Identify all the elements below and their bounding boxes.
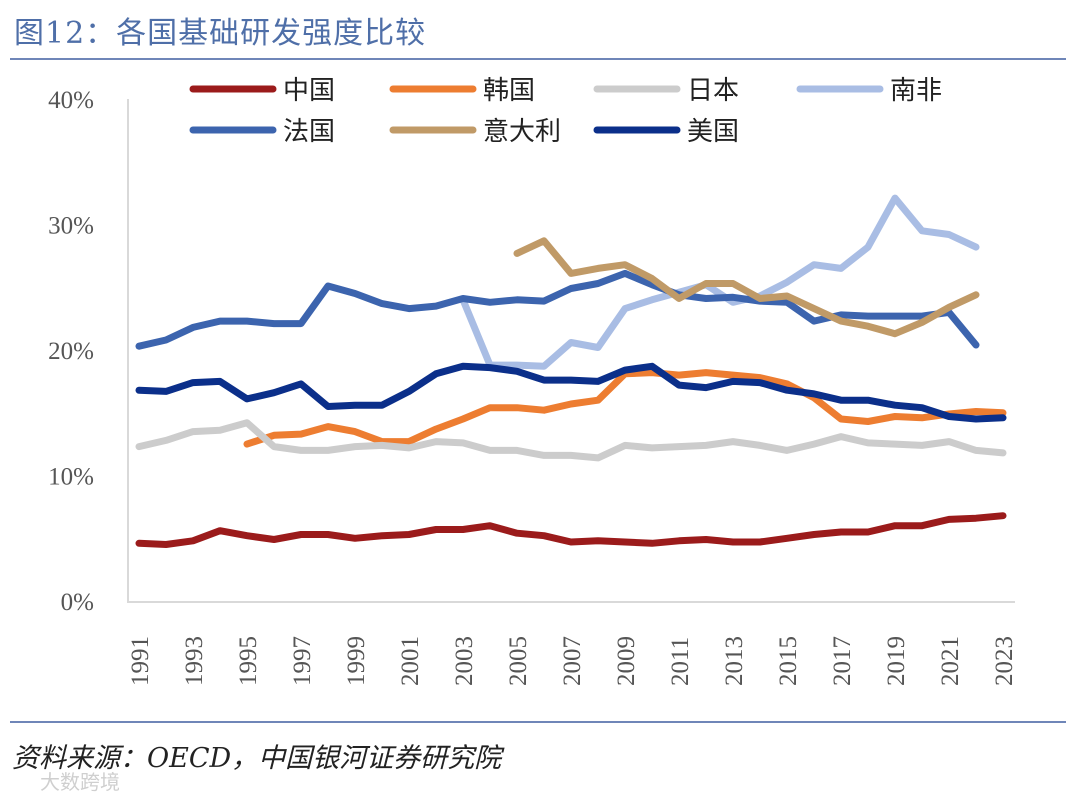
x-tick-label: 2021 [937,636,964,686]
footer-divider [10,721,1066,723]
x-tick-label: 2009 [613,636,640,686]
series-line-6 [135,362,1007,423]
series-line-4 [135,269,980,350]
line-chart: 0% 10% 20% 30% 40% 1991 1993 1995 1997 1999 2001 20… [48,76,1018,686]
legend-label: 南非 [890,76,942,106]
x-tick-label: 1995 [235,636,262,686]
x-tick-label: 2007 [559,636,586,686]
x-tick-label: 2011 [667,637,694,686]
legend-label: 美国 [687,117,739,147]
x-tick-label: 1999 [343,636,370,686]
x-tick-label: 2023 [991,636,1018,686]
x-tick-label: 2015 [775,636,802,686]
axes: 0% 10% 20% 30% 40% 1991 1993 1995 1997 1999 2001 20… [48,87,1018,686]
legend-label: 意大利 [483,117,561,147]
legend-label: 中国 [283,76,335,106]
title-divider [10,58,1066,60]
legend-label: 日本 [687,76,739,106]
x-tick-label: 1997 [289,636,316,686]
legend-label: 法国 [283,117,335,147]
x-tick-label: 2001 [397,636,424,686]
source-note: 资料来源：OECD，中国银河证券研究院 [12,743,502,774]
legend-label: 韩国 [483,76,535,106]
series-line-3 [459,194,980,370]
y-tick-label: 30% [48,213,94,240]
y-tick-label: 20% [48,338,94,365]
y-tick-label: 40% [48,87,94,114]
series-line-5 [513,237,980,338]
x-tick-label: 1993 [181,636,208,686]
series-line-0 [135,512,1007,548]
x-tick-label: 2017 [829,636,856,686]
x-tick-label: 2005 [505,636,532,686]
x-tick-label: 2003 [451,636,478,686]
x-tick-label: 2013 [721,636,748,686]
series-lines [135,194,1007,548]
x-tick-label: 2019 [883,636,910,686]
chart-title: 图12：各国基础研发强度比较 [14,16,427,51]
y-tick-label: 0% [61,589,94,616]
series-line-2 [135,419,1007,462]
watermark: 大数跨境 [40,770,120,794]
y-tick-label: 10% [48,464,94,491]
x-tick-label: 1991 [127,636,154,686]
